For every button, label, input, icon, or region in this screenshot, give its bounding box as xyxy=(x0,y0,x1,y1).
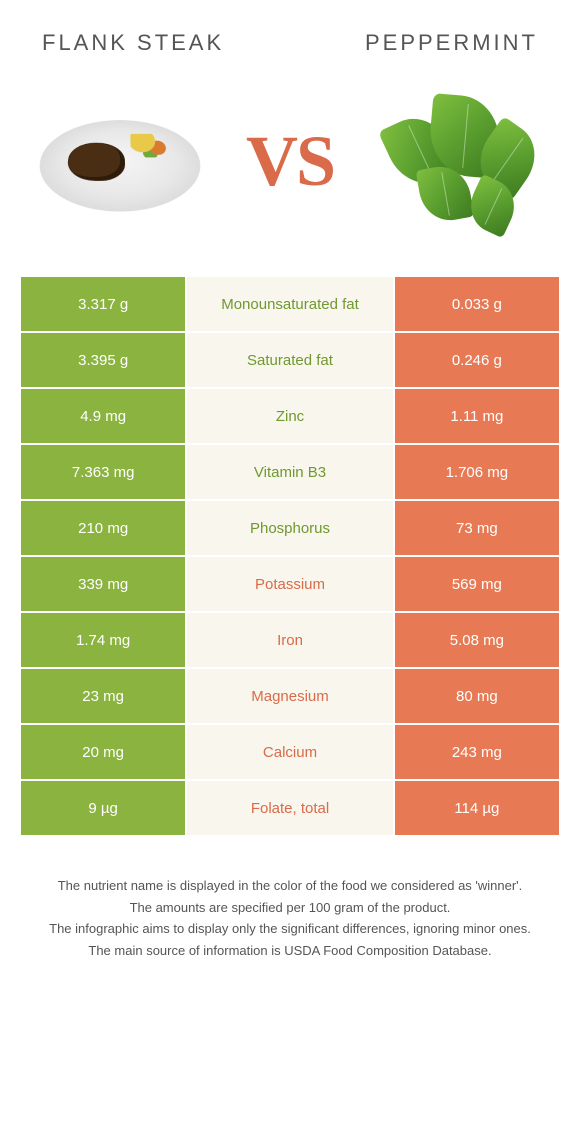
table-row: 20 mgCalcium243 mg xyxy=(20,724,560,780)
table-row: 7.363 mgVitamin B31.706 mg xyxy=(20,444,560,500)
footer-notes: The nutrient name is displayed in the co… xyxy=(0,836,580,960)
hero-row: VS xyxy=(0,66,580,266)
table-row: 3.395 gSaturated fat0.246 g xyxy=(20,332,560,388)
right-value-cell: 73 mg xyxy=(394,500,560,556)
steak-plate-icon xyxy=(31,120,210,212)
right-value-cell: 5.08 mg xyxy=(394,612,560,668)
left-value-cell: 23 mg xyxy=(20,668,186,724)
left-value-cell: 3.317 g xyxy=(20,276,186,332)
nutrient-name-cell: Magnesium xyxy=(186,668,393,724)
nutrient-name-cell: Folate, total xyxy=(186,780,393,836)
right-value-cell: 569 mg xyxy=(394,556,560,612)
left-food-title: FLANK STEAK xyxy=(42,30,224,56)
nutrient-name-cell: Vitamin B3 xyxy=(186,444,393,500)
nutrient-name-cell: Calcium xyxy=(186,724,393,780)
left-value-cell: 4.9 mg xyxy=(20,388,186,444)
nutrient-name-cell: Saturated fat xyxy=(186,332,393,388)
footer-line: The main source of information is USDA F… xyxy=(28,941,552,961)
footer-line: The amounts are specified per 100 gram o… xyxy=(28,898,552,918)
left-value-cell: 20 mg xyxy=(20,724,186,780)
table-row: 4.9 mgZinc1.11 mg xyxy=(20,388,560,444)
left-value-cell: 9 µg xyxy=(20,780,186,836)
right-value-cell: 0.246 g xyxy=(394,332,560,388)
left-value-cell: 210 mg xyxy=(20,500,186,556)
right-value-cell: 243 mg xyxy=(394,724,560,780)
right-food-image xyxy=(370,91,550,231)
nutrient-name-cell: Monounsaturated fat xyxy=(186,276,393,332)
table-row: 9 µgFolate, total114 µg xyxy=(20,780,560,836)
nutrient-table: 3.317 gMonounsaturated fat0.033 g3.395 g… xyxy=(0,266,580,836)
right-value-cell: 80 mg xyxy=(394,668,560,724)
table-row: 1.74 mgIron5.08 mg xyxy=(20,612,560,668)
right-food-title: PEPPERMINT xyxy=(365,30,538,56)
left-food-image xyxy=(30,91,210,231)
right-value-cell: 1.11 mg xyxy=(394,388,560,444)
right-value-cell: 1.706 mg xyxy=(394,444,560,500)
left-value-cell: 7.363 mg xyxy=(20,444,186,500)
table-row: 3.317 gMonounsaturated fat0.033 g xyxy=(20,276,560,332)
vs-label: VS xyxy=(246,120,334,203)
table-row: 339 mgPotassium569 mg xyxy=(20,556,560,612)
table-row: 210 mgPhosphorus73 mg xyxy=(20,500,560,556)
nutrient-name-cell: Zinc xyxy=(186,388,393,444)
nutrient-name-cell: Iron xyxy=(186,612,393,668)
header: FLANK STEAK PEPPERMINT xyxy=(0,0,580,66)
left-value-cell: 3.395 g xyxy=(20,332,186,388)
right-value-cell: 0.033 g xyxy=(394,276,560,332)
left-value-cell: 339 mg xyxy=(20,556,186,612)
mint-leaves-icon xyxy=(380,86,540,236)
footer-line: The nutrient name is displayed in the co… xyxy=(28,876,552,896)
left-value-cell: 1.74 mg xyxy=(20,612,186,668)
nutrient-name-cell: Phosphorus xyxy=(186,500,393,556)
right-value-cell: 114 µg xyxy=(394,780,560,836)
footer-line: The infographic aims to display only the… xyxy=(28,919,552,939)
table-row: 23 mgMagnesium80 mg xyxy=(20,668,560,724)
nutrient-name-cell: Potassium xyxy=(186,556,393,612)
